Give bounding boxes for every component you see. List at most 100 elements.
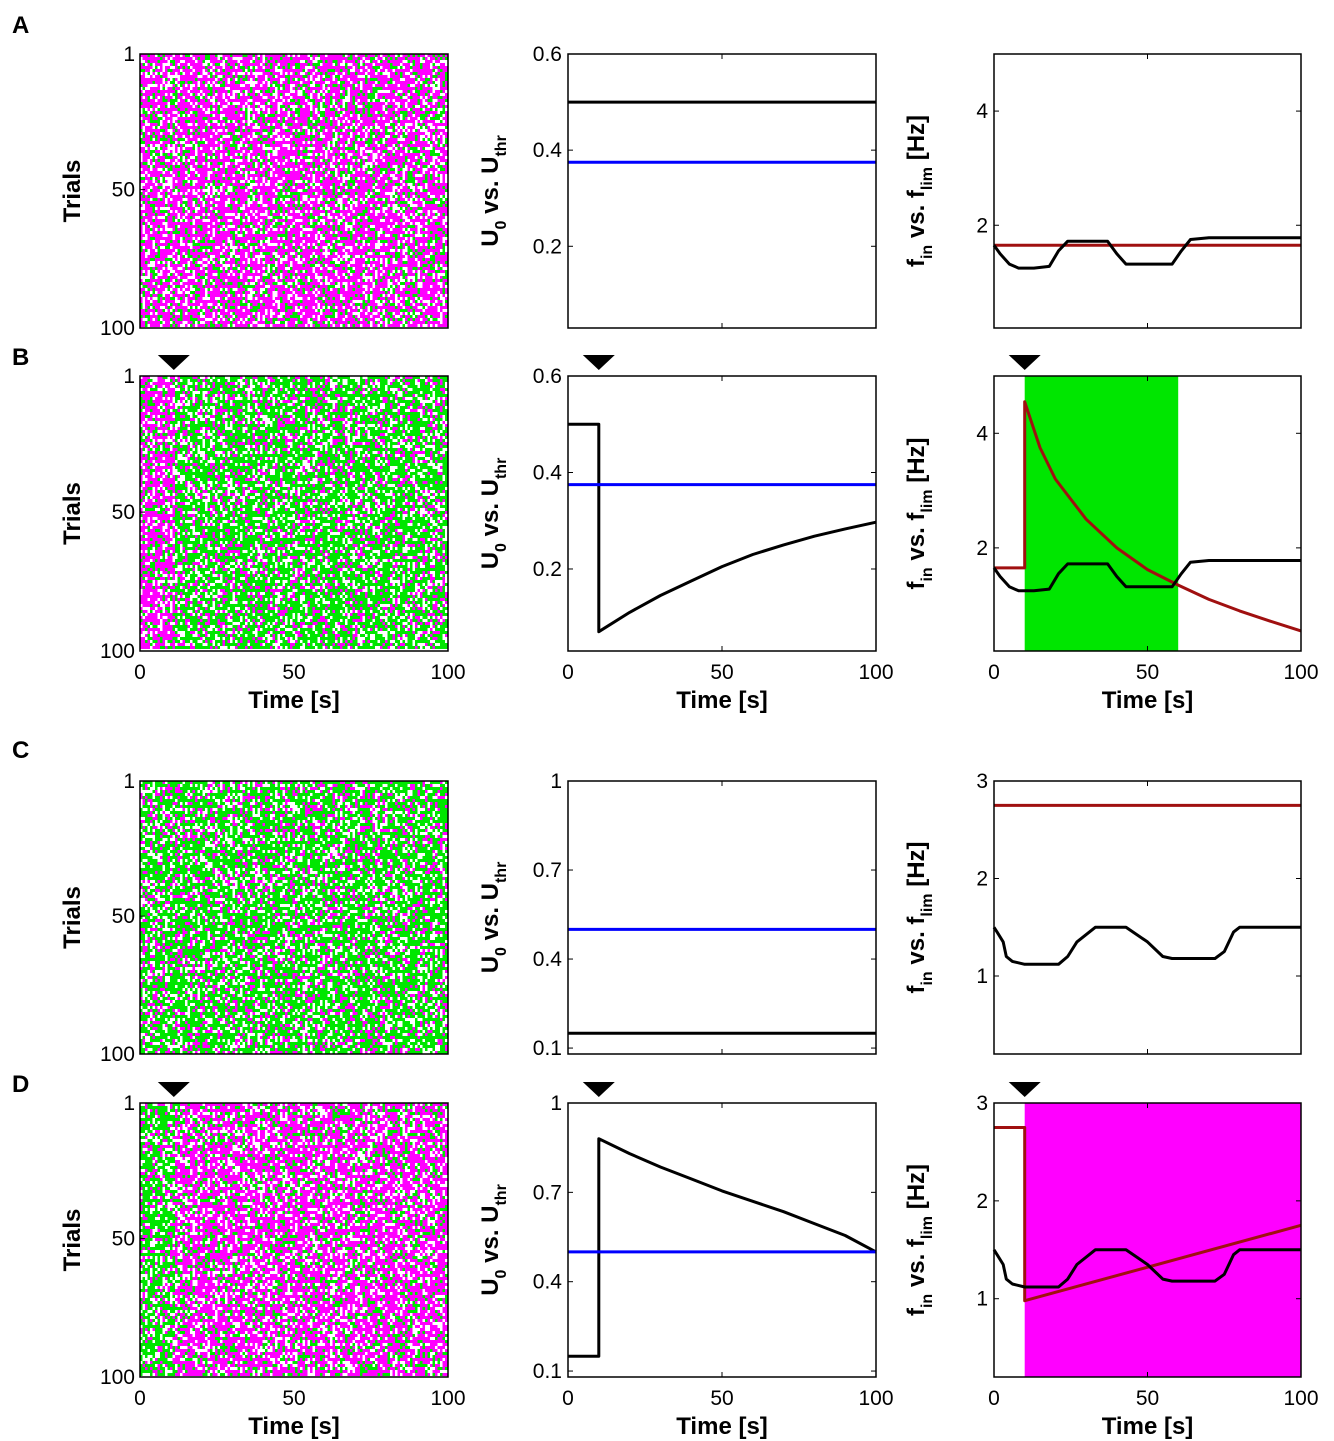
y-axis-label: fin vs. flim [Hz]: [903, 841, 936, 993]
ytick-label: 50: [112, 179, 135, 202]
raster-spikes-magenta: [140, 54, 448, 327]
line-plot: 0.1 0.4 0.7 1 U0 vs. Uthr: [477, 770, 877, 1060]
xtick-label: 100: [858, 661, 893, 684]
y-axis-label-mid: vs. f: [903, 1238, 930, 1294]
y-axis-label: Trials: [59, 1209, 86, 1272]
ytick-label: 0.2: [533, 235, 562, 258]
ytick-label: 0.1: [533, 1360, 562, 1383]
ytick-label: 0.4: [533, 461, 563, 484]
plot-frame: [567, 1102, 877, 1378]
y-axis-label-sub1: in: [919, 1294, 936, 1308]
raster-plot: 1 50 100 Trials: [59, 770, 449, 1066]
raster-spikes-green: [140, 54, 448, 327]
y-axis-label-main: f: [903, 581, 930, 590]
ytick-label: 0.6: [533, 43, 562, 66]
y-axis-label-unit: [Hz]: [903, 1164, 930, 1216]
y-axis-label: fin vs. flim [Hz]: [903, 115, 936, 267]
series-line-u0: [568, 1137, 877, 1358]
stimulus-marker: [157, 355, 190, 370]
y-axis-label: U0 vs. Uthr: [477, 458, 510, 570]
ytick-label: 50: [112, 501, 135, 524]
ytick-label: 0.7: [533, 859, 562, 882]
y-axis-label: U0 vs. Uthr: [477, 862, 510, 974]
panel-label-A: A: [12, 12, 29, 39]
ytick-label: 1: [123, 770, 135, 793]
plot-frame: [567, 53, 877, 329]
xtick-label: 0: [988, 1387, 1000, 1410]
raster-plot: 1 50 100 Trials: [59, 43, 449, 340]
y-axis-label-sub1: in: [919, 245, 936, 259]
xtick-label: 0: [988, 661, 1000, 684]
line-plot: 1 2 3 fin vs. flim [Hz] 0 50 100 Time [s]: [903, 1092, 1319, 1440]
y-axis-label-main: f: [903, 985, 930, 994]
y-axis-label-unit: [Hz]: [903, 437, 930, 489]
ytick-label: 2: [976, 214, 988, 237]
raster-plot: 1 50 100 Trials 0 50 100 Time [s]: [59, 365, 466, 714]
y-axis-label-main: f: [903, 258, 930, 267]
plot-frame: [993, 780, 1302, 1055]
line-plot: 0.2 0.4 0.6 U0 vs. Uthr: [477, 43, 877, 329]
xtick-label: 50: [710, 1387, 733, 1410]
y-axis-label-mid: vs. f: [903, 512, 930, 568]
xtick-label: 100: [430, 661, 465, 684]
line-plot: 1 2 3 fin vs. flim [Hz]: [903, 770, 1302, 1055]
raster-frame: [139, 375, 449, 652]
y-axis-label-main: U: [477, 552, 504, 569]
panel-label-D: D: [12, 1071, 29, 1098]
series-line-fin: [992, 236, 1301, 270]
xtick-label: 50: [1136, 1387, 1159, 1410]
stimulus-marker: [1008, 1082, 1041, 1097]
y-axis-label-sub1: 0: [493, 543, 510, 552]
x-axis-label: Time [s]: [1102, 687, 1194, 714]
ytick-label: 0.7: [533, 1181, 562, 1204]
y-axis-label-sub2: lim: [919, 167, 936, 190]
y-axis-label-mid: vs. f: [903, 916, 930, 972]
plot-frame: [567, 780, 877, 1055]
y-axis-label-sub2: thr: [493, 1184, 510, 1205]
y-axis-label: fin vs. flim [Hz]: [903, 437, 936, 589]
ytick-label: 4: [976, 422, 988, 445]
stimulus-marker: [582, 355, 615, 370]
xtick-label: 50: [710, 661, 733, 684]
ytick-label: 1: [550, 1092, 562, 1115]
raster-frame: [139, 53, 449, 329]
y-axis-label: Trials: [59, 482, 86, 545]
ytick-label: 0.4: [533, 139, 563, 162]
series-line-fin: [992, 925, 1301, 966]
raster-spikes-magenta: [140, 376, 448, 649]
xtick-label: 0: [134, 1387, 146, 1410]
y-axis-label: Trials: [59, 886, 86, 949]
y-axis-label-main: U: [477, 956, 504, 973]
ytick-label: 0.4: [533, 1271, 563, 1294]
ytick-label: 0.4: [533, 948, 563, 971]
ytick-label: 0.2: [533, 558, 562, 581]
y-axis-label: fin vs. flim [Hz]: [903, 1164, 936, 1316]
raster-spikes-magenta: [140, 1103, 448, 1376]
series-line-flim: [994, 1126, 1302, 1303]
ytick-label: 1: [123, 43, 135, 66]
line-plot: 2 4 fin vs. flim [Hz] 0 50 100 Time [s]: [903, 375, 1319, 714]
y-axis-label-sub1: in: [919, 567, 936, 581]
x-axis-label: Time [s]: [248, 687, 340, 714]
series-line-flim: [994, 400, 1302, 633]
ytick-label: 3: [976, 770, 988, 793]
shaded-region: [1024, 376, 1179, 651]
raster-plot: 1 50 100 Trials 0 50 100 Time [s]: [59, 1092, 466, 1440]
line-plot: 2 4 fin vs. flim [Hz]: [903, 53, 1302, 329]
ytick-label: 1: [976, 965, 988, 988]
y-axis-label: U0 vs. Uthr: [477, 135, 510, 247]
y-axis-label-main: f: [903, 1307, 930, 1316]
y-axis-label-unit: [Hz]: [903, 115, 930, 167]
xtick-label: 50: [1136, 661, 1159, 684]
ytick-label: 100: [100, 640, 135, 663]
y-axis-label-main: U: [477, 1278, 504, 1295]
raster-spikes-magenta: [140, 781, 448, 1054]
xtick-label: 50: [282, 1387, 305, 1410]
shaded-region: [1024, 1103, 1301, 1377]
ytick-label: 4: [976, 100, 988, 123]
ytick-label: 3: [976, 1092, 988, 1115]
y-axis-label-sub2: lim: [919, 1216, 936, 1239]
